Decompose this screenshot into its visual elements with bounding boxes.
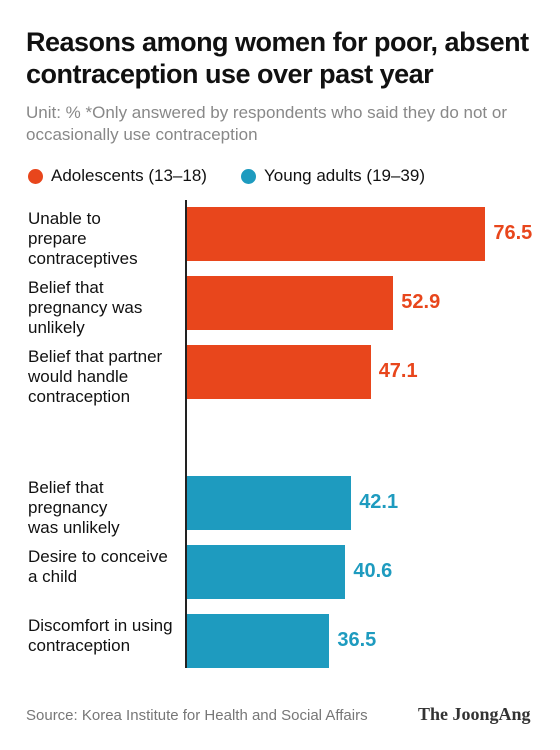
bar <box>187 614 330 668</box>
value-label: 52.9 <box>401 291 441 313</box>
bar <box>187 207 486 261</box>
bar <box>187 345 371 399</box>
chart-title: Reasons among women for poor, absent con… <box>26 27 529 89</box>
category-label: Belief that pregnancy was unlikely <box>28 478 120 537</box>
category-label: Unable to prepare contraceptives <box>28 209 138 268</box>
bar <box>187 276 394 330</box>
value-label: 47.1 <box>378 360 418 382</box>
legend-item: Young adults (19–39) <box>241 166 425 186</box>
value-label: 42.1 <box>359 491 399 513</box>
category-label: Belief that pregnancy was unlikely <box>28 278 143 337</box>
value-label: 40.6 <box>353 560 393 582</box>
bar <box>187 545 346 599</box>
category-label: Belief that partner would handle contrac… <box>28 347 163 406</box>
value-label: 36.5 <box>337 629 377 651</box>
axis-line <box>185 200 187 668</box>
legend-swatch <box>28 168 43 184</box>
legend-item: Adolescents (13–18) <box>28 166 207 186</box>
publisher-logo: The JoongAng <box>418 704 531 724</box>
source: Source: Korea Institute for Health and S… <box>26 707 368 724</box>
chart-subtitle: Unit: % *Only answered by respondents wh… <box>26 103 507 144</box>
legend-swatch <box>241 168 256 184</box>
legend-label: Young adults (19–39) <box>264 166 426 185</box>
category-label: Desire to conceive a child <box>28 547 168 586</box>
value-label: 76.5 <box>493 222 533 244</box>
bar <box>187 476 352 530</box>
legend-label: Adolescents (13–18) <box>51 166 207 185</box>
category-label: Discomfort in using contraception <box>28 616 173 655</box>
